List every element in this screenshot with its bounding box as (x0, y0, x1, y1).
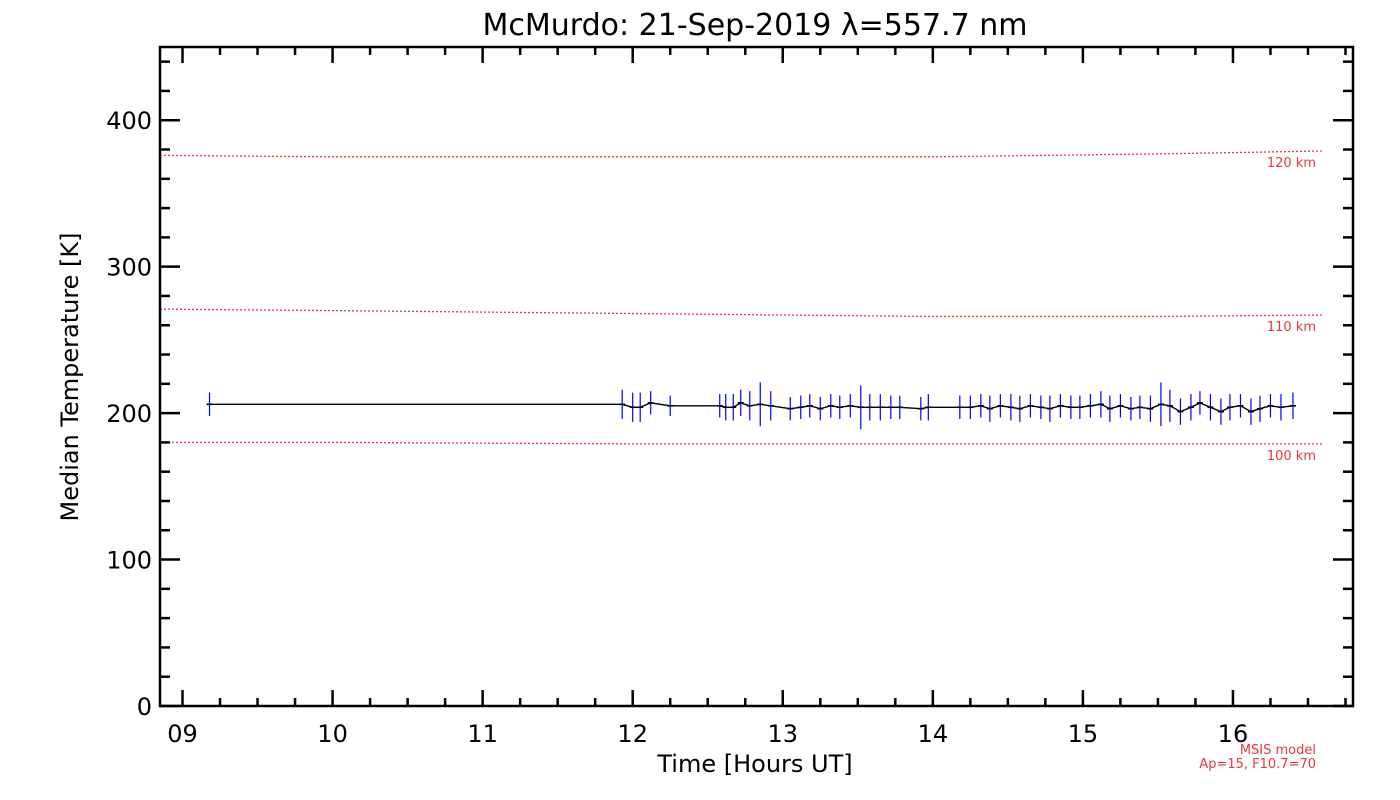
y-tick-label: 200 (106, 400, 152, 428)
y-axis-label: Median Temperature [K] (56, 232, 84, 521)
msis-line-100-km (160, 441, 1323, 445)
msis-reference-lines: 120 km 110 km 100 km (159, 150, 1323, 464)
x-tick-label: 16 (1218, 720, 1249, 748)
x-tick-label: 10 (317, 720, 348, 748)
msis-line-120-km (159, 150, 1323, 158)
x-axis-label: Time [Hours UT] (656, 750, 852, 778)
y-tick-label: 400 (106, 107, 152, 135)
y-tick-label: 0 (137, 693, 152, 721)
x-tick-label: 12 (617, 720, 648, 748)
msis-line-label: 100 km (1267, 449, 1316, 464)
chart-title: McMurdo: 21-Sep-2019 λ=557.7 nm (483, 8, 1028, 43)
msis-model-note: MSIS model (1240, 743, 1316, 758)
x-tick-label: 13 (767, 720, 798, 748)
plot-frame (158, 45, 1355, 708)
msis-line-label: 110 km (1267, 320, 1316, 335)
msis-line-110-km (159, 308, 1323, 318)
x-tick-label: 14 (918, 720, 949, 748)
x-axis-ticks: 09 10 11 12 13 14 15 16 (167, 47, 1347, 748)
msis-params-note: Ap=15, F10.7=70 (1199, 757, 1316, 772)
msis-line-label: 120 km (1267, 156, 1316, 171)
y-tick-label: 300 (106, 254, 152, 282)
x-tick-label: 11 (467, 720, 498, 748)
y-tick-label: 100 (106, 547, 152, 575)
y-axis-ticks: 0 100 200 300 400 (106, 60, 1353, 721)
data-points (206, 402, 1296, 413)
x-tick-label: 15 (1068, 720, 1099, 748)
x-tick-label: 09 (167, 720, 198, 748)
